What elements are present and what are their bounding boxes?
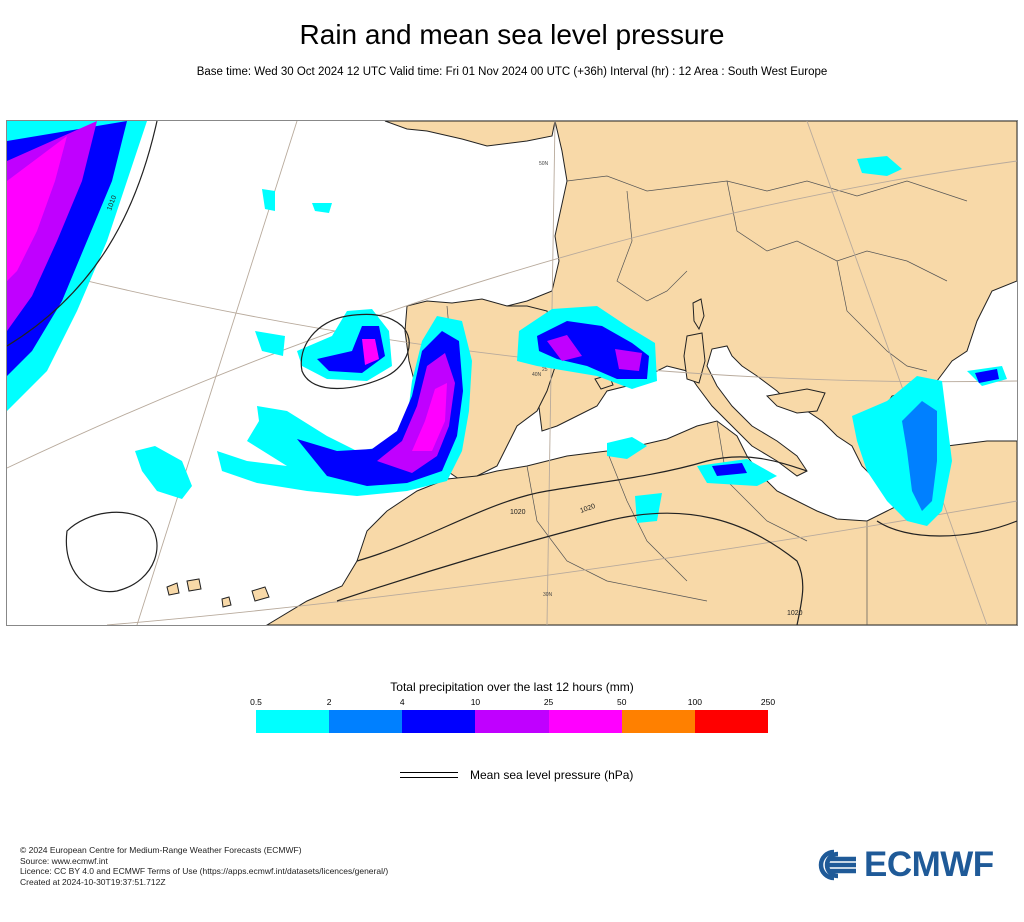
legend-tick: 250 [760, 697, 776, 707]
legend-tick: 25 [543, 697, 554, 707]
mslp-legend-label: Mean sea level pressure (hPa) [470, 768, 634, 782]
legend-swatch-3 [475, 710, 549, 733]
mslp-line-swatch [400, 772, 458, 778]
chart-title: Rain and mean sea level pressure [299, 19, 725, 50]
isobar-1020-south [336, 512, 804, 625]
footer-licence: Licence: CC BY 4.0 and ECMWF Terms of Us… [20, 866, 389, 876]
legend-tick: 100 [687, 697, 702, 707]
legend-swatch-6 [694, 710, 768, 733]
ecmwf-logo: ECMWF [812, 845, 994, 885]
precip-levant-blue [902, 401, 937, 511]
graticule-label-30n: 30N [543, 592, 553, 598]
precip-cutoff-magenta [412, 383, 447, 451]
isobar-canary-low [65, 511, 158, 593]
legend-swatch-2 [402, 710, 476, 733]
legend-swatch-4 [548, 710, 622, 733]
border-layer [436, 175, 968, 625]
precip-algeria-cyan [607, 437, 777, 523]
graticule-layer [7, 121, 1017, 625]
land-sicily [765, 388, 826, 414]
ecmwf-logo-text: ECMWF [864, 845, 994, 884]
precip-atlantic-front-magenta [7, 136, 67, 281]
isobar-label-1020-b: 1020 [579, 503, 596, 515]
precip-cutoff-purple [377, 353, 455, 473]
isobar-label-1020-c: 1020 [787, 610, 803, 617]
graticule-label-50n: 50N [539, 161, 549, 167]
footer: © 2024 European Centre for Medium-Range … [20, 845, 388, 887]
graticule-label-25: 25 [542, 367, 548, 373]
precip-canaries-cyan [135, 446, 192, 499]
footer-copyright: © 2024 European Centre for Medium-Range … [20, 845, 302, 855]
precip-algeria-blue [712, 463, 747, 476]
isobar-1020-africa [356, 456, 808, 562]
mslp-legend: Mean sea level pressure (hPa) [400, 766, 633, 784]
legend-title: Total precipitation over the last 12 hou… [390, 680, 634, 694]
footer-source: Source: www.ecmwf.int [20, 855, 108, 866]
precip-lion-purple [547, 335, 642, 371]
legend-tick: 10 [470, 697, 481, 707]
precip-comma-magenta [362, 339, 379, 365]
isobar-1010-north [7, 121, 158, 347]
ecmwf-logo-icon [818, 849, 856, 881]
isobar-layer [7, 121, 1017, 625]
legend-swatch-0 [256, 710, 330, 733]
legend-tick: 50 [616, 697, 627, 707]
precip-east-blue [975, 369, 999, 383]
legend-tick: 2 [326, 697, 332, 707]
isobar-label-1010: 1010 [106, 195, 118, 212]
chart-subtitle: Base time: Wed 30 Oct 2024 12 UTC Valid … [196, 66, 828, 78]
legend-tick: 0.5 [250, 697, 262, 707]
footer-created: Created at 2024-10-30T19:37:51.712Z [20, 876, 166, 887]
map-svg: 50N 40N 25 30N [7, 121, 1017, 625]
land-corsica [692, 298, 705, 331]
weather-map: 50N 40N 25 30N [6, 120, 1018, 626]
graticule-label-40n: 40N [532, 372, 542, 378]
land-sardinia [683, 332, 706, 384]
isobar-cutoff-low [300, 313, 410, 389]
legend-swatch-1 [329, 710, 403, 733]
isobar-label-1020-a: 1020 [510, 509, 526, 516]
legend-color-bar [256, 710, 768, 733]
legend-swatch-5 [621, 710, 695, 733]
land-britain [384, 121, 556, 147]
legend-tick: 4 [399, 697, 405, 707]
isobar-east [876, 520, 1017, 537]
precip-layer [7, 121, 1007, 526]
legend-ticks: 0.5 2 4 10 25 50 100 250 [250, 697, 775, 709]
land-canaries [166, 578, 270, 608]
